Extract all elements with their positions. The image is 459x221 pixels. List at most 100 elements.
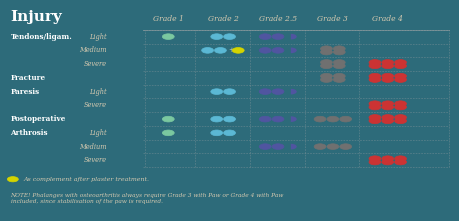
Circle shape	[333, 73, 344, 79]
Circle shape	[368, 77, 380, 82]
Circle shape	[320, 46, 332, 51]
Circle shape	[162, 34, 174, 40]
Circle shape	[381, 156, 393, 162]
Circle shape	[381, 63, 393, 69]
Circle shape	[333, 49, 344, 55]
Circle shape	[326, 144, 338, 149]
Circle shape	[368, 159, 380, 165]
Text: Severe: Severe	[84, 101, 106, 109]
Circle shape	[271, 116, 283, 122]
Circle shape	[394, 77, 406, 82]
Circle shape	[232, 48, 244, 53]
Circle shape	[368, 60, 380, 65]
Wedge shape	[290, 89, 296, 94]
Text: Light: Light	[89, 33, 106, 41]
Text: Paresis: Paresis	[11, 88, 39, 96]
Circle shape	[368, 73, 380, 79]
Text: Light: Light	[89, 129, 106, 137]
Circle shape	[210, 89, 222, 94]
Text: Medium: Medium	[79, 143, 106, 151]
Text: Grade 2: Grade 2	[207, 15, 238, 23]
Circle shape	[313, 116, 325, 122]
Circle shape	[394, 101, 406, 107]
Text: Grade 4: Grade 4	[371, 15, 402, 23]
Circle shape	[333, 63, 344, 69]
Circle shape	[381, 118, 393, 124]
Wedge shape	[290, 116, 296, 122]
Text: Severe: Severe	[84, 60, 106, 68]
Wedge shape	[290, 34, 296, 40]
Circle shape	[259, 116, 270, 122]
Circle shape	[201, 48, 213, 53]
Circle shape	[394, 156, 406, 162]
Circle shape	[223, 130, 235, 136]
Text: Fracture: Fracture	[11, 74, 45, 82]
Circle shape	[381, 60, 393, 65]
Circle shape	[368, 156, 380, 162]
Circle shape	[271, 89, 283, 94]
Text: Postoperative: Postoperative	[11, 115, 66, 123]
Text: Severe: Severe	[84, 156, 106, 164]
Circle shape	[271, 48, 283, 53]
Circle shape	[210, 34, 222, 40]
Text: As complement after plaster treatment.: As complement after plaster treatment.	[23, 177, 149, 182]
Circle shape	[210, 130, 222, 136]
Circle shape	[223, 34, 235, 40]
Circle shape	[394, 159, 406, 165]
Circle shape	[381, 159, 393, 165]
Text: Tendons/ligam.: Tendons/ligam.	[11, 33, 72, 41]
Circle shape	[259, 144, 270, 149]
Circle shape	[381, 104, 393, 110]
Circle shape	[394, 60, 406, 65]
Text: +: +	[228, 47, 233, 53]
Circle shape	[394, 115, 406, 120]
Circle shape	[271, 144, 283, 149]
Wedge shape	[290, 48, 296, 53]
Circle shape	[271, 34, 283, 40]
Circle shape	[381, 73, 393, 79]
Circle shape	[394, 104, 406, 110]
Circle shape	[320, 49, 332, 55]
Circle shape	[320, 77, 332, 82]
Text: NOTE! Phalanges with osteoarthritis always require Grade 3 with Paw or Grade 4 w: NOTE! Phalanges with osteoarthritis alwa…	[11, 193, 283, 204]
Text: Grade 2.5: Grade 2.5	[258, 15, 297, 23]
Text: Light: Light	[89, 88, 106, 96]
Circle shape	[394, 73, 406, 79]
Circle shape	[381, 101, 393, 107]
Circle shape	[259, 48, 270, 53]
Circle shape	[223, 89, 235, 94]
Circle shape	[214, 48, 226, 53]
Circle shape	[259, 34, 270, 40]
Circle shape	[259, 89, 270, 94]
Circle shape	[333, 77, 344, 82]
Circle shape	[368, 101, 380, 107]
Circle shape	[339, 116, 351, 122]
Circle shape	[162, 130, 174, 136]
Circle shape	[326, 116, 338, 122]
Text: Arthrosis: Arthrosis	[11, 129, 48, 137]
Circle shape	[7, 177, 18, 182]
Circle shape	[368, 104, 380, 110]
Text: Medium: Medium	[79, 46, 106, 54]
Circle shape	[394, 118, 406, 124]
Circle shape	[381, 77, 393, 82]
Circle shape	[223, 116, 235, 122]
Circle shape	[368, 115, 380, 120]
Text: Grade 1: Grade 1	[152, 15, 183, 23]
Circle shape	[381, 115, 393, 120]
Circle shape	[320, 63, 332, 69]
Circle shape	[313, 144, 325, 149]
Circle shape	[339, 144, 351, 149]
Wedge shape	[290, 144, 296, 149]
Circle shape	[320, 60, 332, 65]
Circle shape	[162, 116, 174, 122]
Text: Grade 3: Grade 3	[317, 15, 347, 23]
Circle shape	[320, 73, 332, 79]
Text: Injury: Injury	[11, 10, 62, 24]
Circle shape	[368, 63, 380, 69]
Circle shape	[333, 46, 344, 51]
Circle shape	[210, 116, 222, 122]
Circle shape	[333, 60, 344, 65]
Circle shape	[394, 63, 406, 69]
Circle shape	[368, 118, 380, 124]
